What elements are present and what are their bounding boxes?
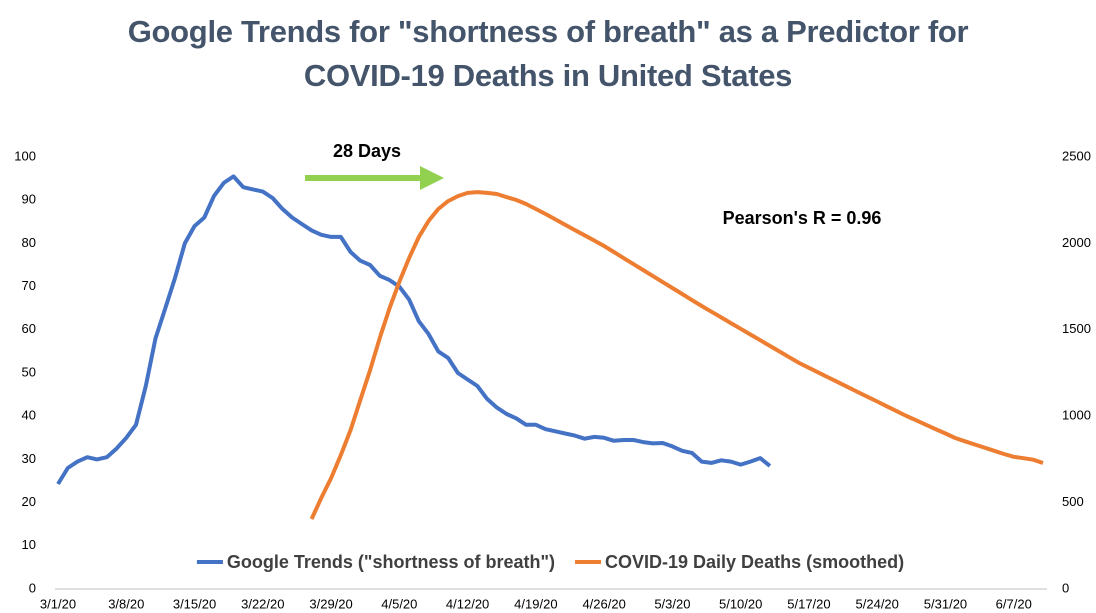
x-tick-label: 4/5/20: [381, 596, 417, 611]
y-tick-label: 50: [22, 364, 36, 379]
x-tick-label: 4/26/20: [582, 596, 625, 611]
x-tick-label: 5/31/20: [924, 596, 967, 611]
y-tick-label: 0: [29, 580, 36, 595]
y-tick-label: 20: [22, 494, 36, 509]
y-tick-label: 100: [14, 148, 36, 163]
y-tick-label: 80: [22, 235, 36, 250]
x-tick-label: 5/17/20: [787, 596, 830, 611]
x-tick-label: 5/10/20: [719, 596, 762, 611]
y-tick-label: 10: [22, 537, 36, 552]
y2-tick-label: 1000: [1062, 408, 1091, 423]
y-tick-label: 40: [22, 408, 36, 423]
y-tick-label: 90: [22, 192, 36, 207]
y2-tick-label: 0: [1062, 580, 1069, 595]
legend-label: Google Trends ("shortness of breath"): [227, 552, 555, 572]
x-tick-label: 3/15/20: [173, 596, 216, 611]
y-tick-label: 30: [22, 451, 36, 466]
y2-tick-label: 1500: [1062, 321, 1091, 336]
x-tick-label: 3/8/20: [108, 596, 144, 611]
chart-title: Google Trends for "shortness of breath" …: [127, 14, 969, 93]
annotation: Pearson's R = 0.96: [723, 208, 882, 228]
y2-tick-label: 500: [1062, 494, 1084, 509]
x-tick-label: 6/7/20: [996, 596, 1032, 611]
annotation: 28 Days: [333, 141, 401, 161]
legend-label: COVID-19 Daily Deaths (smoothed): [605, 552, 904, 572]
x-tick-label: 5/24/20: [856, 596, 899, 611]
x-tick-label: 4/12/20: [446, 596, 489, 611]
series-line: [309, 190, 1044, 520]
x-tick-label: 4/19/20: [514, 596, 557, 611]
y2-tick-label: 2500: [1062, 148, 1091, 163]
y2-tick-label: 2000: [1062, 235, 1091, 250]
y-tick-label: 70: [22, 278, 36, 293]
x-tick-label: 3/1/20: [40, 596, 76, 611]
x-tick-label: 3/29/20: [309, 596, 352, 611]
series-line: [56, 174, 772, 486]
x-tick-label: 3/22/20: [241, 596, 284, 611]
y-tick-label: 60: [22, 321, 36, 336]
x-tick-label: 5/3/20: [654, 596, 690, 611]
